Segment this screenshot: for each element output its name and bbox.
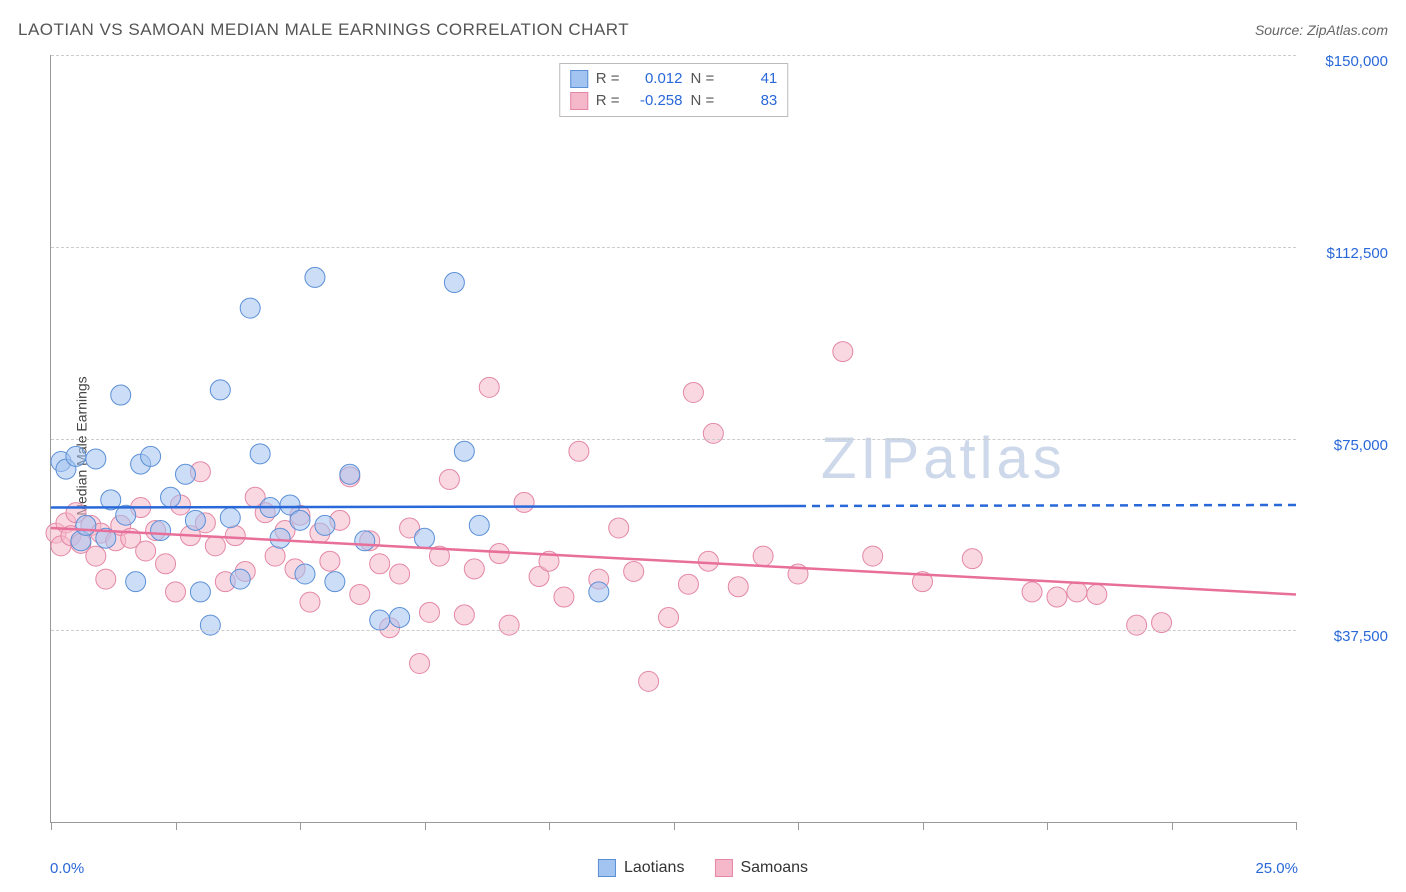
y-tick-label: $150,000 (1325, 53, 1388, 70)
chart-title: LAOTIAN VS SAMOAN MEDIAN MALE EARNINGS C… (18, 20, 629, 40)
y-tick-label: $75,000 (1334, 437, 1388, 454)
y-tick-label: $112,500 (1327, 245, 1388, 262)
plot-area: ZIPatlas R = 0.012 N = 41 R = -0.258 N =… (50, 55, 1296, 823)
n-value-laotians: 41 (722, 68, 777, 90)
x-axis-max-label: 25.0% (1255, 860, 1298, 877)
source-attribution: Source: ZipAtlas.com (1255, 22, 1388, 38)
n-label: N = (691, 90, 715, 112)
legend-row-samoans: R = -0.258 N = 83 (570, 90, 778, 112)
n-label: N = (691, 68, 715, 90)
legend-row-laotians: R = 0.012 N = 41 (570, 68, 778, 90)
legend-item-samoans: Samoans (714, 859, 808, 877)
y-tick-label: $37,500 (1334, 628, 1388, 645)
swatch-laotians (570, 70, 588, 88)
n-value-samoans: 83 (722, 90, 777, 112)
swatch-samoans (570, 92, 588, 110)
series-legend: Laotians Samoans (598, 859, 808, 877)
swatch-samoans-icon (714, 859, 732, 877)
r-label: R = (596, 68, 620, 90)
x-axis-min-label: 0.0% (50, 860, 84, 877)
chart-container: LAOTIAN VS SAMOAN MEDIAN MALE EARNINGS C… (0, 0, 1406, 892)
correlation-legend: R = 0.012 N = 41 R = -0.258 N = 83 (559, 63, 789, 117)
legend-item-laotians: Laotians (598, 859, 685, 877)
r-value-samoans: -0.258 (628, 90, 683, 112)
legend-label-laotians: Laotians (624, 859, 685, 877)
r-label: R = (596, 90, 620, 112)
legend-label-samoans: Samoans (740, 859, 808, 877)
swatch-laotians-icon (598, 859, 616, 877)
r-value-laotians: 0.012 (628, 68, 683, 90)
